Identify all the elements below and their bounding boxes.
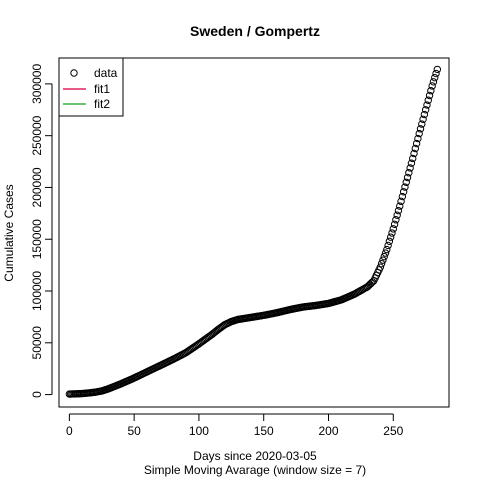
y-axis: 0 50000 100000 150000 200000 250000 300000 (30, 64, 53, 398)
data-point (390, 220, 399, 229)
y-tick-label: 250000 (30, 115, 44, 155)
data-point (429, 78, 438, 86)
data-point (412, 139, 421, 148)
x-tick-label: 200 (318, 424, 338, 438)
legend-data-label: data (94, 66, 118, 80)
plot-frame (58, 57, 450, 408)
data-point (368, 278, 377, 286)
legend: data fit1 fit2 (58, 57, 124, 117)
data-point (367, 279, 375, 287)
data-point (399, 188, 408, 196)
data-point (421, 106, 430, 114)
data-point (406, 164, 414, 172)
data-point (403, 173, 412, 182)
legend-data-marker (70, 69, 78, 77)
x-axis-sublabel: Simple Moving Avarage (window size = 7) (144, 463, 366, 477)
data-point (432, 69, 440, 78)
x-axis: 0 50 100 150 200 250 (66, 413, 404, 438)
y-axis-label: Cumulative Cases (2, 184, 16, 281)
data-point (398, 192, 407, 201)
data-point (377, 259, 386, 268)
y-tick-label: 50000 (30, 326, 44, 360)
y-tick-label: 100000 (30, 271, 44, 311)
data-point (396, 202, 404, 210)
data-point (418, 120, 426, 128)
x-tick-label: 250 (383, 424, 403, 438)
y-tick-label: 150000 (30, 219, 44, 259)
data-point (407, 159, 416, 167)
data-point (416, 125, 425, 133)
data-point (405, 169, 413, 177)
data-point (388, 229, 396, 237)
x-tick-label: 50 (127, 424, 141, 438)
data-point (425, 91, 434, 100)
data-point (424, 96, 432, 104)
data-point (376, 263, 385, 271)
data-point (423, 101, 431, 109)
chart-title: Sweden / Gompertz (190, 23, 320, 39)
data-points (65, 65, 442, 398)
legend-fit2-label: fit2 (94, 97, 110, 111)
data-point (433, 65, 442, 74)
data-point (364, 281, 373, 290)
data-point (380, 252, 388, 261)
x-axis-label: Days since 2020-03-05 (193, 449, 317, 463)
data-point (381, 249, 390, 257)
data-point (385, 237, 394, 246)
data-point (409, 154, 417, 163)
x-tick-label: 150 (254, 424, 274, 438)
data-point (397, 197, 405, 206)
data-point (419, 115, 427, 124)
data-point (392, 216, 400, 224)
y-tick-label: 0 (30, 391, 44, 398)
data-point (420, 110, 429, 119)
data-point (393, 211, 401, 219)
y-tick-label: 200000 (30, 167, 44, 207)
data-point (383, 245, 391, 254)
y-tick-label: 300000 (30, 64, 44, 104)
data-point (402, 178, 410, 186)
data-point (415, 129, 423, 138)
legend-box (58, 57, 124, 117)
data-point (386, 233, 395, 241)
data-point (411, 144, 420, 153)
data-point (389, 225, 397, 233)
legend-fit1-label: fit1 (94, 82, 110, 96)
data-point (363, 283, 372, 291)
data-point (431, 73, 439, 82)
data-point (414, 134, 422, 143)
x-tick-label: 0 (66, 424, 73, 438)
data-point (427, 87, 435, 95)
data-point (366, 280, 374, 289)
data-point (379, 256, 387, 264)
data-point (384, 241, 392, 250)
x-tick-label: 100 (189, 424, 209, 438)
data-point (410, 149, 418, 158)
data-point (394, 206, 403, 215)
data-point (428, 82, 436, 90)
data-point (401, 183, 409, 191)
